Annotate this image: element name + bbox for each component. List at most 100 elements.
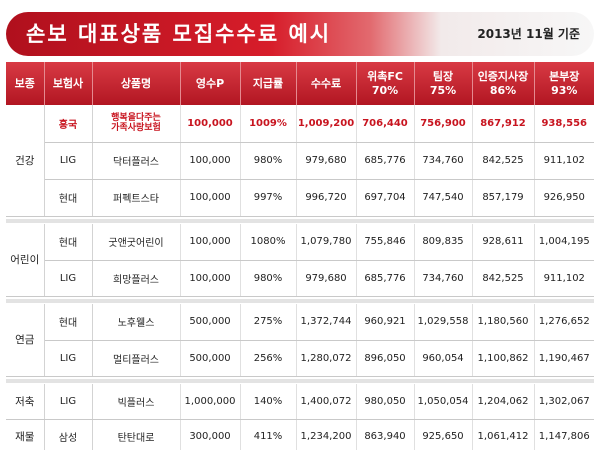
fc-cell: 980,050 bbox=[356, 384, 415, 420]
page-title: 손보 대표상품 모집수수료 예시 bbox=[26, 22, 332, 46]
cert-cell: 1,061,412 bbox=[472, 419, 535, 450]
premium-cell: 1,000,000 bbox=[180, 384, 241, 420]
product-cell: 멀티플러스 bbox=[92, 340, 181, 377]
premium-cell: 100,000 bbox=[180, 105, 241, 143]
fee-cell: 1,234,200 bbox=[296, 419, 357, 450]
premium-cell: 100,000 bbox=[180, 260, 241, 297]
insurer-cell: LIG bbox=[44, 340, 93, 377]
header-cert-name: 인증지사장 bbox=[477, 69, 529, 83]
product-cell: 빅플러스 bbox=[92, 384, 181, 420]
header-rate: 지급률 bbox=[240, 62, 297, 105]
fc-cell: 863,940 bbox=[356, 419, 415, 450]
hq-cell: 1,276,652 bbox=[534, 304, 594, 341]
insurer-cell: 현대 bbox=[44, 304, 93, 341]
cert-cell: 857,179 bbox=[472, 179, 535, 217]
rate-cell: 997% bbox=[240, 179, 297, 217]
team-cell: 1,050,054 bbox=[414, 384, 473, 420]
team-cell: 734,760 bbox=[414, 260, 473, 297]
group-divider bbox=[6, 216, 594, 224]
team-cell: 925,650 bbox=[414, 419, 473, 450]
table-row: 연금 현대 노후웰스 500,000 275% 1,372,744 960,92… bbox=[6, 304, 594, 377]
insurer-cell: LIG bbox=[44, 384, 93, 420]
divider-bar bbox=[6, 379, 594, 384]
premium-cell: 100,000 bbox=[180, 142, 241, 180]
cert-cell: 928,611 bbox=[472, 224, 535, 261]
fee-cell: 1,400,072 bbox=[296, 384, 357, 420]
rate-cell: 275% bbox=[240, 304, 297, 341]
team-cell: 734,760 bbox=[414, 142, 473, 180]
hq-cell: 1,147,806 bbox=[534, 419, 594, 450]
group-divider bbox=[6, 296, 594, 304]
hq-cell: 926,950 bbox=[534, 179, 594, 217]
fee-cell: 1,079,780 bbox=[296, 224, 357, 261]
rate-cell: 980% bbox=[240, 260, 297, 297]
header-insurer: 보험사 bbox=[44, 62, 93, 105]
insurer-cell: 흥국 bbox=[44, 105, 93, 143]
team-cell: 1,029,558 bbox=[414, 304, 473, 341]
team-cell: 747,540 bbox=[414, 179, 473, 217]
title-banner: 손보 대표상품 모집수수료 예시 2013년 11월 기준 bbox=[6, 12, 594, 56]
table-header-row: 보종 보험사 상품명 영수P 지급률 수수료 위촉FC 70% 팀장 75% 인증지… bbox=[6, 62, 594, 105]
header-fc: 위촉FC 70% bbox=[356, 62, 415, 105]
header-cert-pct: 86% bbox=[489, 83, 517, 97]
team-cell: 756,900 bbox=[414, 105, 473, 143]
table-row: LIG 희망플러스 100,000 980% 979,680 685,776 7… bbox=[6, 260, 594, 297]
premium-cell: 500,000 bbox=[180, 304, 241, 341]
team-cell: 809,835 bbox=[414, 224, 473, 261]
header-hq: 본부장 93% bbox=[534, 62, 594, 105]
premium-cell: 500,000 bbox=[180, 340, 241, 377]
rate-cell: 1080% bbox=[240, 224, 297, 261]
premium-cell: 300,000 bbox=[180, 419, 241, 450]
product-cell: 희망플러스 bbox=[92, 260, 181, 297]
insurer-cell: 현대 bbox=[44, 179, 93, 217]
commission-table: 보종 보험사 상품명 영수P 지급률 수수료 위촉FC 70% 팀장 75% 인증지… bbox=[6, 62, 594, 450]
insurer-cell: 현대 bbox=[44, 224, 93, 261]
cert-cell: 1,100,862 bbox=[472, 340, 535, 377]
hq-cell: 938,556 bbox=[534, 105, 594, 143]
header-team: 팀장 75% bbox=[414, 62, 473, 105]
fee-cell: 996,720 bbox=[296, 179, 357, 217]
fee-cell: 1,372,744 bbox=[296, 304, 357, 341]
product-cell: 닥터플러스 bbox=[92, 142, 181, 180]
product-cell: 탄탄대로 bbox=[92, 419, 181, 450]
bojong-cell: 저축 bbox=[6, 384, 45, 420]
bojong-cell: 재물 bbox=[6, 419, 45, 450]
table-row: LIG 닥터플러스 100,000 980% 979,680 685,776 7… bbox=[6, 142, 594, 180]
fc-cell: 755,846 bbox=[356, 224, 415, 261]
fc-cell: 685,776 bbox=[356, 260, 415, 297]
fc-cell: 896,050 bbox=[356, 340, 415, 377]
table-row: 재물 삼성 탄탄대로 300,000 411% 1,234,200 863,94… bbox=[6, 419, 594, 450]
product-cell: 굿앤굿어린이 bbox=[92, 224, 181, 261]
header-team-pct: 75% bbox=[429, 83, 457, 97]
cert-cell: 842,525 bbox=[472, 260, 535, 297]
fc-cell: 685,776 bbox=[356, 142, 415, 180]
hq-cell: 1,004,195 bbox=[534, 224, 594, 261]
date-label: 2013년 11월 기준 bbox=[477, 27, 580, 41]
product-cell: 행복을다주는 가족사랑보험 bbox=[92, 105, 181, 143]
table-row: 어린이 현대 굿앤굿어린이 100,000 1080% 1,079,780 75… bbox=[6, 224, 594, 297]
bojong-cell: 연금 bbox=[6, 304, 45, 377]
fc-cell: 697,704 bbox=[356, 179, 415, 217]
fee-cell: 1,280,072 bbox=[296, 340, 357, 377]
hq-cell: 1,302,067 bbox=[534, 384, 594, 420]
divider-bar bbox=[6, 219, 594, 224]
cert-cell: 1,204,062 bbox=[472, 384, 535, 420]
bojong-cell: 어린이 bbox=[6, 224, 45, 297]
hq-cell: 1,190,467 bbox=[534, 340, 594, 377]
table-row: LIG 멀티플러스 500,000 256% 1,280,072 896,050… bbox=[6, 340, 594, 377]
fc-cell: 706,440 bbox=[356, 105, 415, 143]
rate-cell: 140% bbox=[240, 384, 297, 420]
table-row: 현대 퍼펙트스타 100,000 997% 996,720 697,704 74… bbox=[6, 179, 594, 217]
hq-cell: 911,102 bbox=[534, 142, 594, 180]
bojong-cell: 건강 bbox=[6, 105, 45, 217]
divider-bar bbox=[6, 299, 594, 304]
premium-cell: 100,000 bbox=[180, 179, 241, 217]
rate-cell: 1009% bbox=[240, 105, 297, 143]
rate-cell: 411% bbox=[240, 419, 297, 450]
header-hq-name: 본부장 bbox=[549, 69, 580, 83]
header-premium: 영수P bbox=[180, 62, 241, 105]
header-product: 상품명 bbox=[92, 62, 181, 105]
table-row: 저축 LIG 빅플러스 1,000,000 140% 1,400,072 980… bbox=[6, 384, 594, 420]
product-cell: 퍼펙트스타 bbox=[92, 179, 181, 217]
header-cert: 인증지사장 86% bbox=[472, 62, 535, 105]
